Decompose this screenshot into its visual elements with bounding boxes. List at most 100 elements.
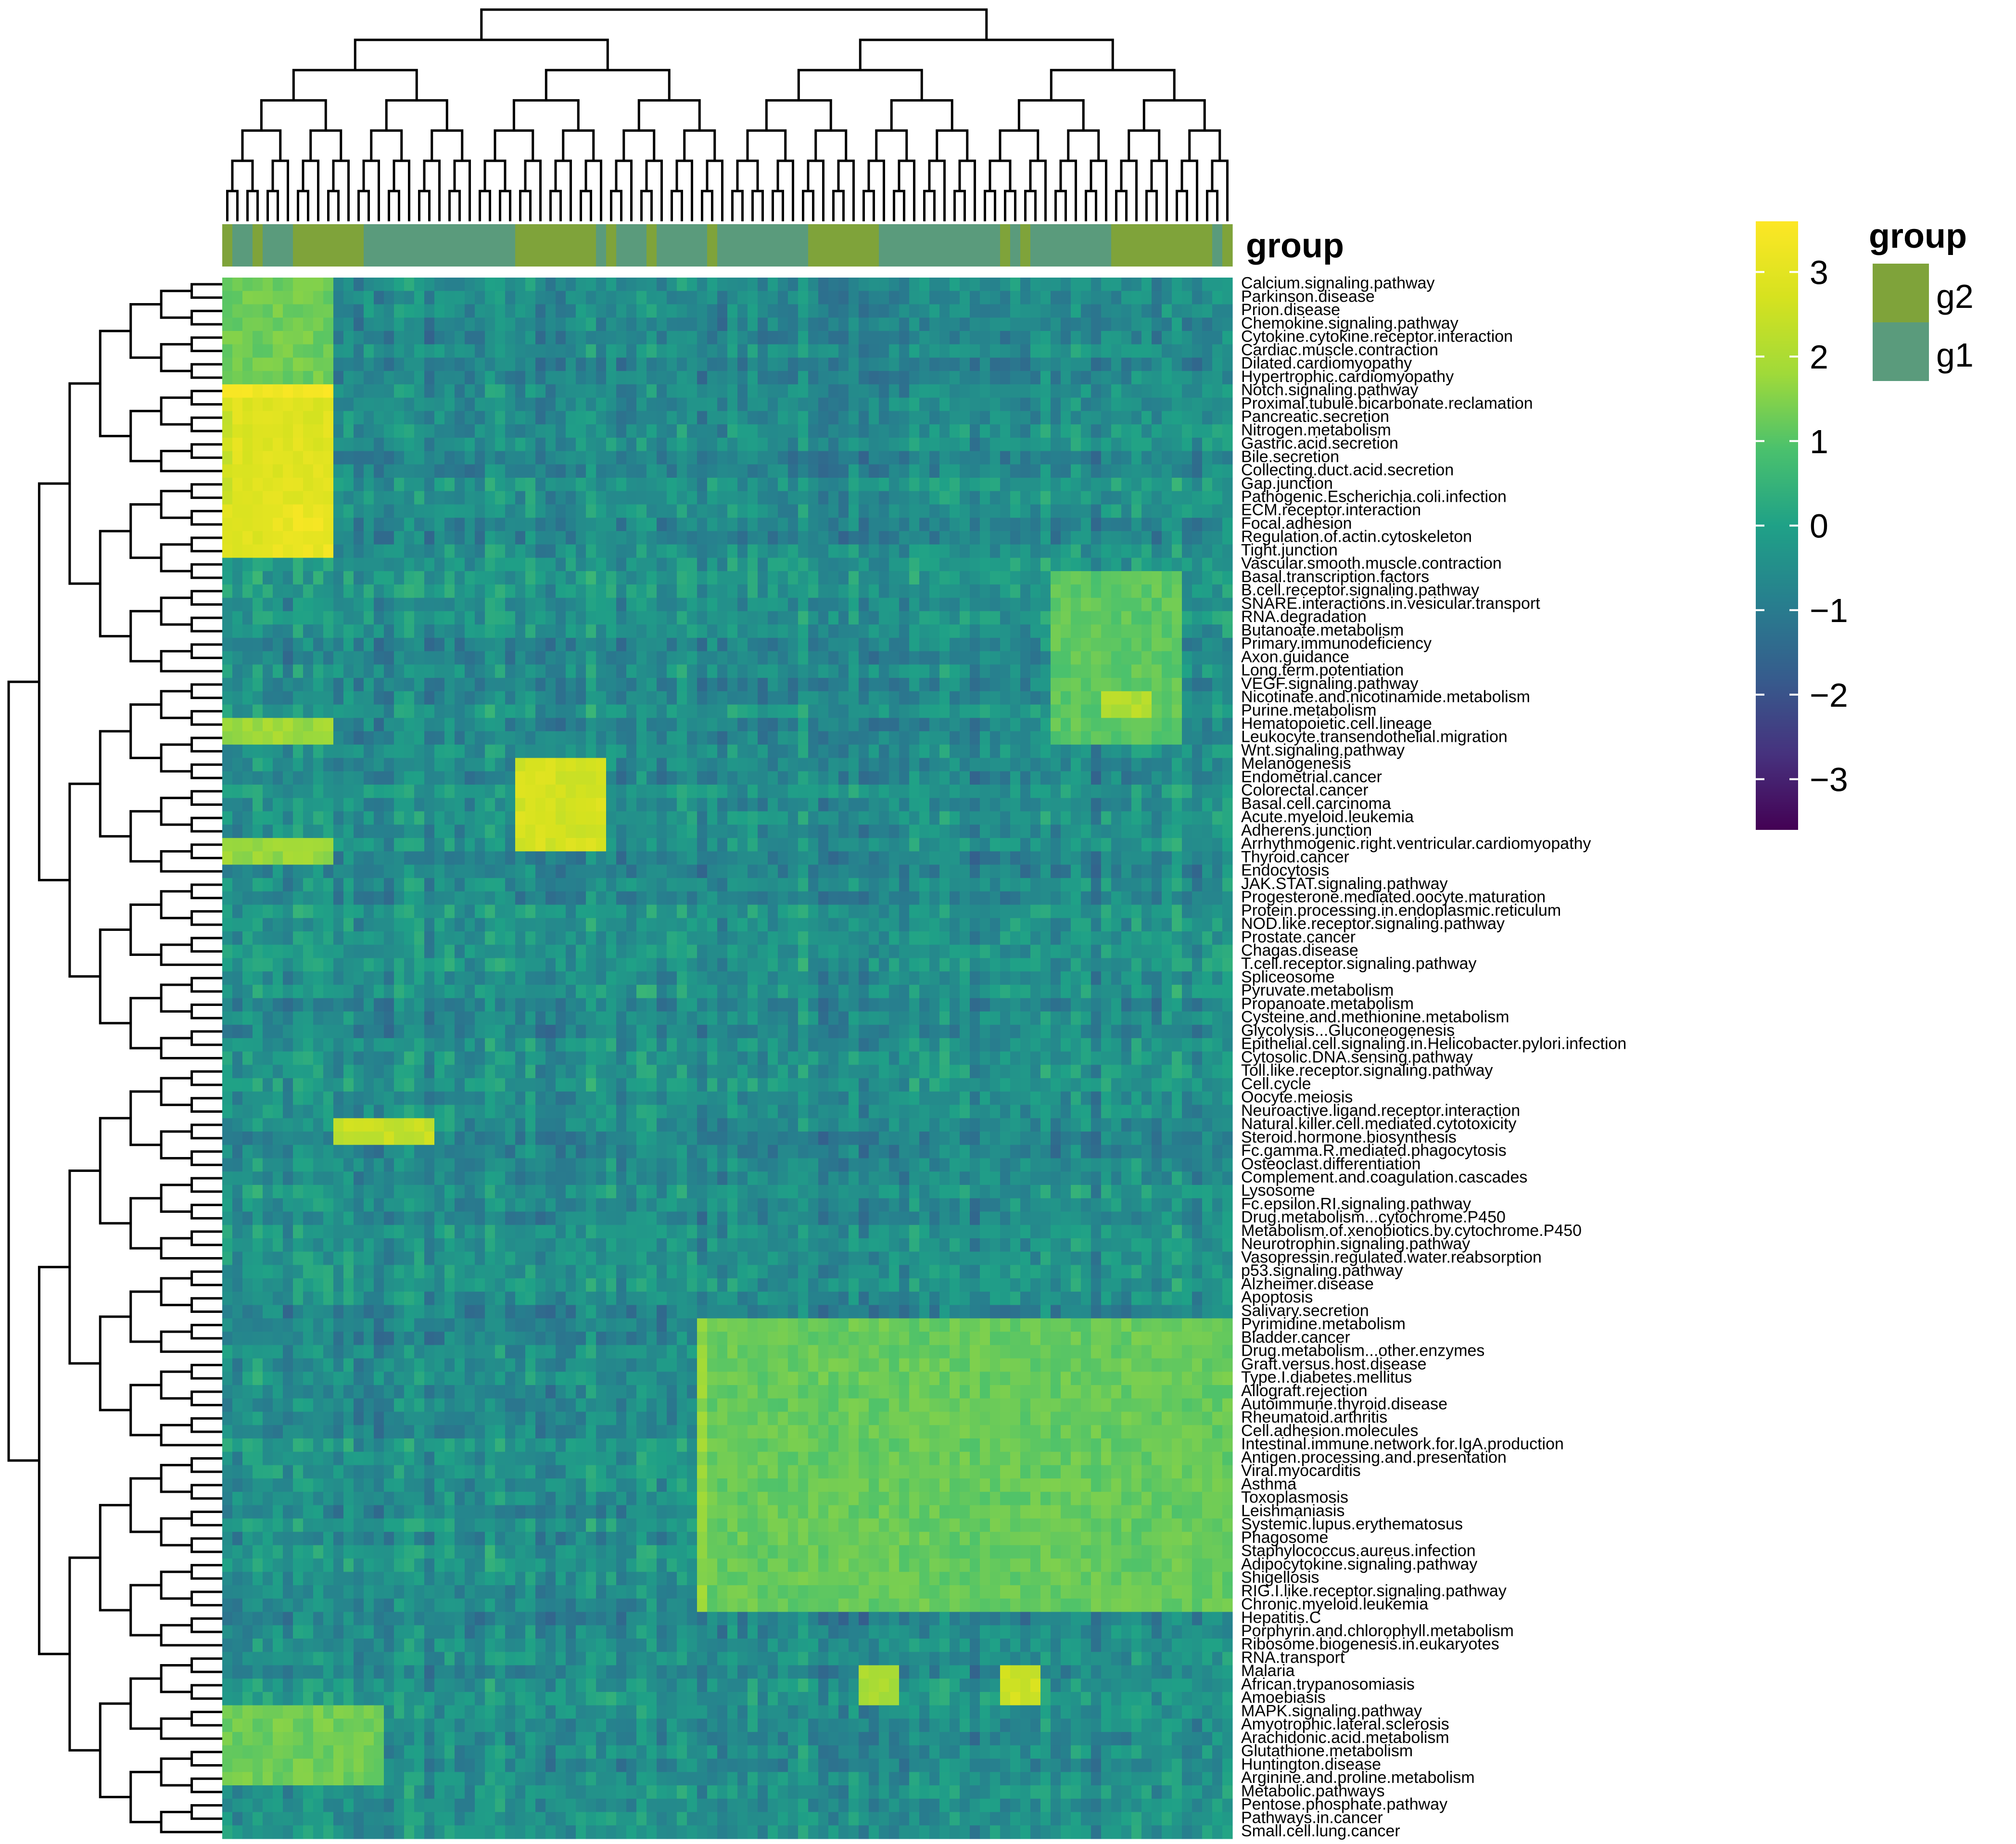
dendrogram-branch <box>241 129 282 161</box>
heatmap-cell <box>293 798 304 812</box>
heatmap-cell <box>778 838 788 852</box>
heatmap-cell <box>1172 478 1182 492</box>
heatmap-cell <box>535 544 546 559</box>
heatmap-cell <box>909 544 920 559</box>
heatmap-cell <box>1061 344 1071 358</box>
heatmap-cell <box>596 357 607 371</box>
heatmap-cell <box>889 544 900 559</box>
heatmap-cell <box>828 464 839 478</box>
heatmap-cell <box>657 851 667 865</box>
heatmap-cell <box>798 851 809 865</box>
heatmap-cell <box>687 784 697 799</box>
heatmap-cell <box>444 744 455 759</box>
heatmap-cell <box>1141 451 1152 465</box>
heatmap-cell <box>495 291 506 305</box>
heatmap-cell <box>1131 611 1142 625</box>
heatmap-cell <box>707 464 718 478</box>
heatmap-cell <box>515 384 526 398</box>
heatmap-cell <box>576 344 586 358</box>
heatmap-cell <box>626 771 637 785</box>
heatmap-cell <box>980 758 990 772</box>
heatmap-cell <box>455 424 465 438</box>
heatmap-cell <box>1152 637 1162 652</box>
heatmap-cell <box>929 624 940 638</box>
heatmap-cell <box>737 491 748 505</box>
heatmap-cell <box>273 357 283 371</box>
heatmap-cell <box>434 518 445 532</box>
heatmap-cell <box>323 865 334 878</box>
heatmap-cell <box>434 331 445 345</box>
heatmap-cell <box>808 664 819 678</box>
heatmap-cell <box>909 771 920 785</box>
heatmap-cell <box>838 558 849 572</box>
heatmap-cell <box>576 357 586 371</box>
heatmap-cell <box>1020 278 1031 292</box>
heatmap-cell <box>717 371 728 385</box>
heatmap-cell <box>1162 611 1172 625</box>
heatmap-cell <box>1040 678 1051 692</box>
heatmap-cell <box>950 331 960 345</box>
heatmap-cell <box>1212 878 1223 892</box>
heatmap-cell <box>586 344 596 358</box>
heatmap-cell <box>333 771 344 785</box>
dendrogram-branch <box>357 190 370 221</box>
heatmap-cell <box>303 504 314 518</box>
heatmap-cell <box>707 718 718 732</box>
heatmap-cell <box>505 451 516 465</box>
heatmap-cell <box>1222 584 1233 598</box>
heatmap-cell <box>828 771 839 785</box>
heatmap-cell <box>778 544 788 559</box>
heatmap-cell <box>566 744 576 759</box>
heatmap-cell <box>1182 531 1192 545</box>
heatmap-cell <box>444 451 455 465</box>
heatmap-cell <box>384 865 394 878</box>
heatmap-cell <box>647 371 657 385</box>
heatmap-cell <box>1121 624 1132 638</box>
heatmap-cell <box>919 704 930 718</box>
heatmap-cell <box>1222 691 1233 705</box>
heatmap-cell <box>1000 704 1011 718</box>
heatmap-cell <box>758 637 768 652</box>
heatmap-cell <box>788 825 799 839</box>
heatmap-cell <box>1202 558 1213 572</box>
heatmap-cell <box>1020 344 1031 358</box>
heatmap-cell <box>404 784 415 799</box>
heatmap-cell <box>222 771 233 785</box>
heatmap-cell <box>899 651 910 665</box>
heatmap-cell <box>727 504 738 518</box>
heatmap-cell <box>828 344 839 358</box>
heatmap-cell <box>556 291 566 305</box>
heatmap-cell <box>960 664 970 678</box>
heatmap-cell <box>1141 718 1152 732</box>
heatmap-cell <box>596 637 607 652</box>
heatmap-cell <box>596 424 607 438</box>
heatmap-cell <box>879 371 889 385</box>
heatmap-cell <box>576 518 586 532</box>
heatmap-cell <box>606 518 617 532</box>
heatmap-cell <box>859 878 869 892</box>
heatmap-cell <box>1192 771 1203 785</box>
heatmap-cell <box>394 318 405 331</box>
heatmap-cell <box>1030 344 1041 358</box>
heatmap-cell <box>1010 704 1021 718</box>
heatmap-cell <box>758 531 768 545</box>
heatmap-cell <box>1010 851 1021 865</box>
heatmap-cell <box>1030 637 1041 652</box>
heatmap-cell <box>647 558 657 572</box>
heatmap-cell <box>717 838 728 852</box>
heatmap-cell <box>687 651 697 665</box>
heatmap-cell <box>263 784 273 799</box>
heatmap-cell <box>697 437 708 452</box>
heatmap-cell <box>576 371 586 385</box>
heatmap-cell <box>1051 478 1061 492</box>
heatmap-cell <box>1101 678 1112 692</box>
heatmap-cell <box>495 318 506 331</box>
heatmap-cell <box>424 304 435 318</box>
heatmap-cell <box>515 411 526 425</box>
heatmap-cell <box>788 437 799 452</box>
heatmap-cell <box>293 331 304 345</box>
group-annotation-cell <box>525 224 536 267</box>
heatmap-cell <box>788 651 799 665</box>
heatmap-cell <box>414 651 425 665</box>
heatmap-cell <box>616 278 627 292</box>
